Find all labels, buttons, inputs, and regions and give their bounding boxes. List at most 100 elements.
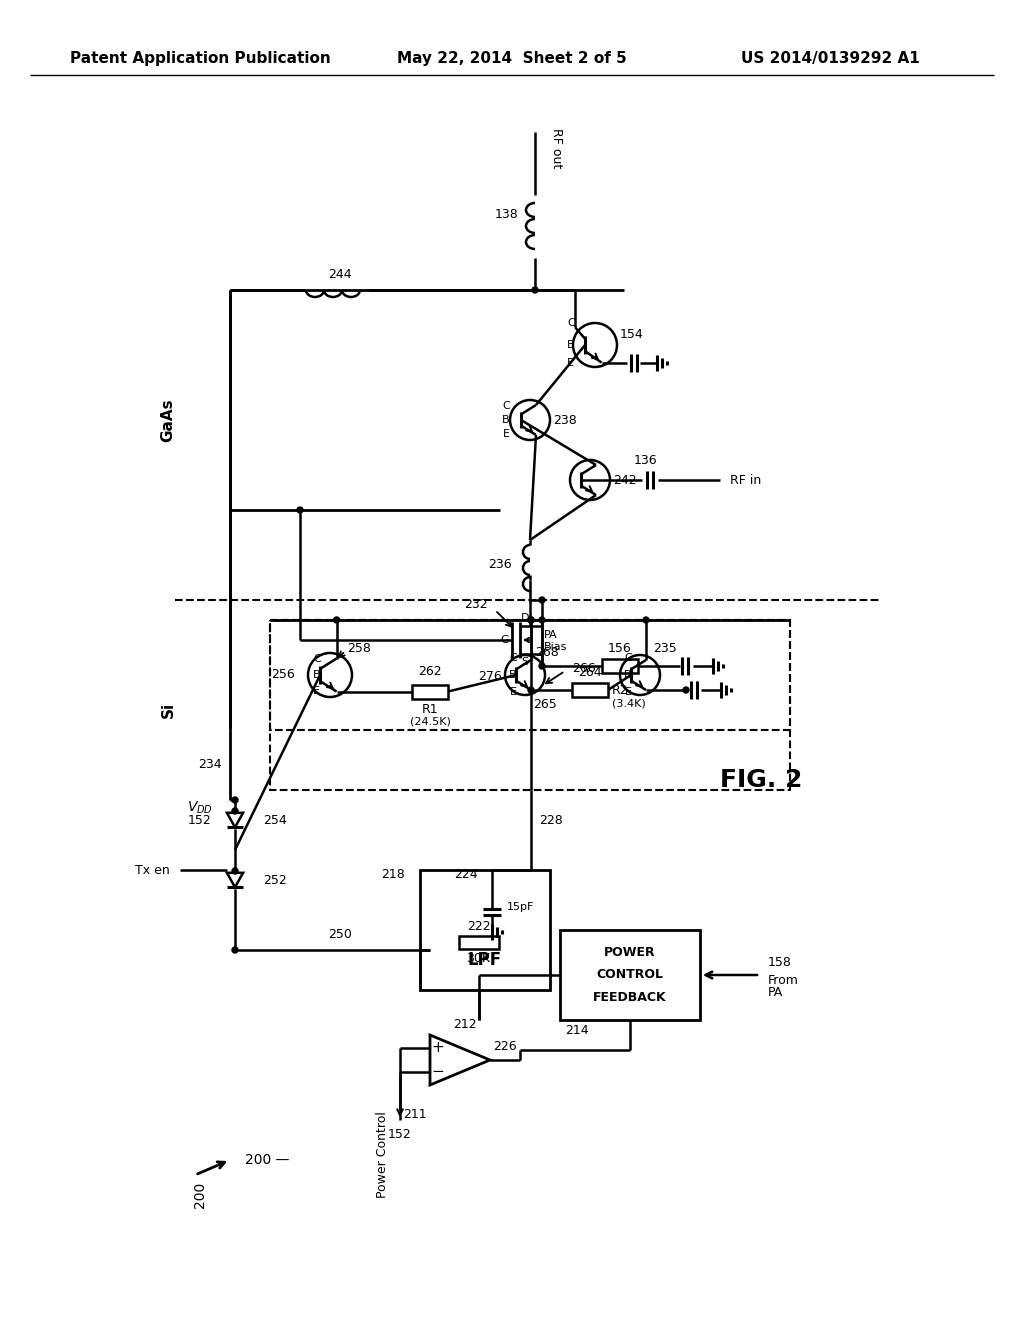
Bar <box>412 685 449 698</box>
Text: Tx en: Tx en <box>135 863 170 876</box>
Text: B: B <box>567 341 574 350</box>
Bar <box>420 870 550 990</box>
Text: +: + <box>432 1040 444 1056</box>
Text: 136: 136 <box>633 454 656 466</box>
Text: E: E <box>503 429 510 440</box>
Circle shape <box>539 663 545 669</box>
Circle shape <box>683 686 689 693</box>
Text: POWER: POWER <box>604 946 655 960</box>
Text: 224: 224 <box>454 869 477 882</box>
Text: B: B <box>509 671 517 680</box>
Text: 158: 158 <box>768 957 792 969</box>
Text: May 22, 2014  Sheet 2 of 5: May 22, 2014 Sheet 2 of 5 <box>397 50 627 66</box>
Text: G: G <box>501 635 509 645</box>
Text: B: B <box>313 671 321 680</box>
Text: 244: 244 <box>328 268 352 281</box>
Text: LPF: LPF <box>468 950 502 969</box>
Text: 200: 200 <box>193 1181 207 1208</box>
Text: 250: 250 <box>328 928 352 941</box>
Text: PA: PA <box>768 986 783 998</box>
Bar <box>602 659 638 673</box>
Circle shape <box>334 616 340 623</box>
Text: C: C <box>502 401 510 411</box>
Bar <box>270 620 790 730</box>
Circle shape <box>297 507 303 513</box>
Text: 156: 156 <box>608 642 632 655</box>
Text: 211: 211 <box>403 1109 427 1122</box>
Text: 152: 152 <box>188 813 212 826</box>
Text: 236: 236 <box>488 558 512 572</box>
Text: R1: R1 <box>422 704 438 715</box>
Circle shape <box>528 616 534 623</box>
Text: PA: PA <box>544 630 558 640</box>
Text: 200 —: 200 — <box>245 1152 290 1167</box>
Text: 212: 212 <box>454 1019 477 1031</box>
Text: (24.5K): (24.5K) <box>410 717 451 726</box>
Text: B: B <box>625 671 632 680</box>
Circle shape <box>232 808 238 814</box>
Text: Bias: Bias <box>544 642 567 652</box>
Circle shape <box>232 797 238 803</box>
Text: 268: 268 <box>535 647 559 660</box>
Text: E: E <box>625 686 632 697</box>
Text: 254: 254 <box>263 813 287 826</box>
Text: 252: 252 <box>263 874 287 887</box>
Text: 222: 222 <box>467 920 490 932</box>
Circle shape <box>539 616 545 623</box>
Text: 154: 154 <box>620 327 644 341</box>
Text: 266: 266 <box>572 663 596 676</box>
Text: C: C <box>313 653 321 664</box>
Text: C: C <box>567 318 574 327</box>
Bar <box>572 682 608 697</box>
Circle shape <box>232 946 238 953</box>
Bar <box>560 931 700 1020</box>
Text: E: E <box>313 686 321 697</box>
Text: 276: 276 <box>478 671 502 682</box>
Text: E: E <box>567 358 574 367</box>
Circle shape <box>643 616 649 623</box>
Bar <box>270 620 790 789</box>
Circle shape <box>539 597 545 603</box>
Circle shape <box>232 869 238 874</box>
Text: 258: 258 <box>347 642 372 655</box>
Text: S: S <box>521 657 528 667</box>
Text: 242: 242 <box>613 474 637 487</box>
Text: CONTROL: CONTROL <box>597 969 664 982</box>
Text: 232: 232 <box>464 598 488 611</box>
Text: C: C <box>509 653 517 663</box>
Circle shape <box>528 686 534 693</box>
Text: E: E <box>510 686 516 697</box>
Text: GaAs: GaAs <box>161 399 175 442</box>
Text: FIG. 2: FIG. 2 <box>720 768 803 792</box>
Text: RF out: RF out <box>550 128 563 168</box>
Text: 256: 256 <box>271 668 295 681</box>
Bar <box>459 936 499 949</box>
Text: 218: 218 <box>381 869 406 882</box>
Circle shape <box>532 286 538 293</box>
Text: 264: 264 <box>579 665 602 678</box>
Text: $V_{DD}$: $V_{DD}$ <box>187 800 213 816</box>
Text: 152: 152 <box>388 1129 412 1142</box>
Text: B: B <box>502 414 510 425</box>
Text: From: From <box>768 974 799 986</box>
Text: 214: 214 <box>565 1023 589 1036</box>
Text: −: − <box>432 1064 444 1080</box>
Text: 30K: 30K <box>467 952 490 965</box>
Text: C: C <box>624 653 632 663</box>
Text: 228: 228 <box>539 813 563 826</box>
Text: 262: 262 <box>418 665 441 678</box>
Text: Power Control: Power Control <box>376 1111 388 1199</box>
Text: 265: 265 <box>534 697 557 710</box>
Text: RF in: RF in <box>730 474 761 487</box>
Text: FEEDBACK: FEEDBACK <box>593 991 667 1005</box>
Text: 138: 138 <box>495 209 518 222</box>
Text: 235: 235 <box>653 642 677 655</box>
Text: Si: Si <box>161 702 175 718</box>
Text: R2: R2 <box>612 685 629 697</box>
Text: 234: 234 <box>199 759 222 771</box>
Text: 238: 238 <box>553 413 577 426</box>
Text: 15pF: 15pF <box>507 902 534 912</box>
Text: US 2014/0139292 A1: US 2014/0139292 A1 <box>740 50 920 66</box>
Text: 226: 226 <box>494 1040 517 1053</box>
Text: (3.4K): (3.4K) <box>612 698 646 708</box>
